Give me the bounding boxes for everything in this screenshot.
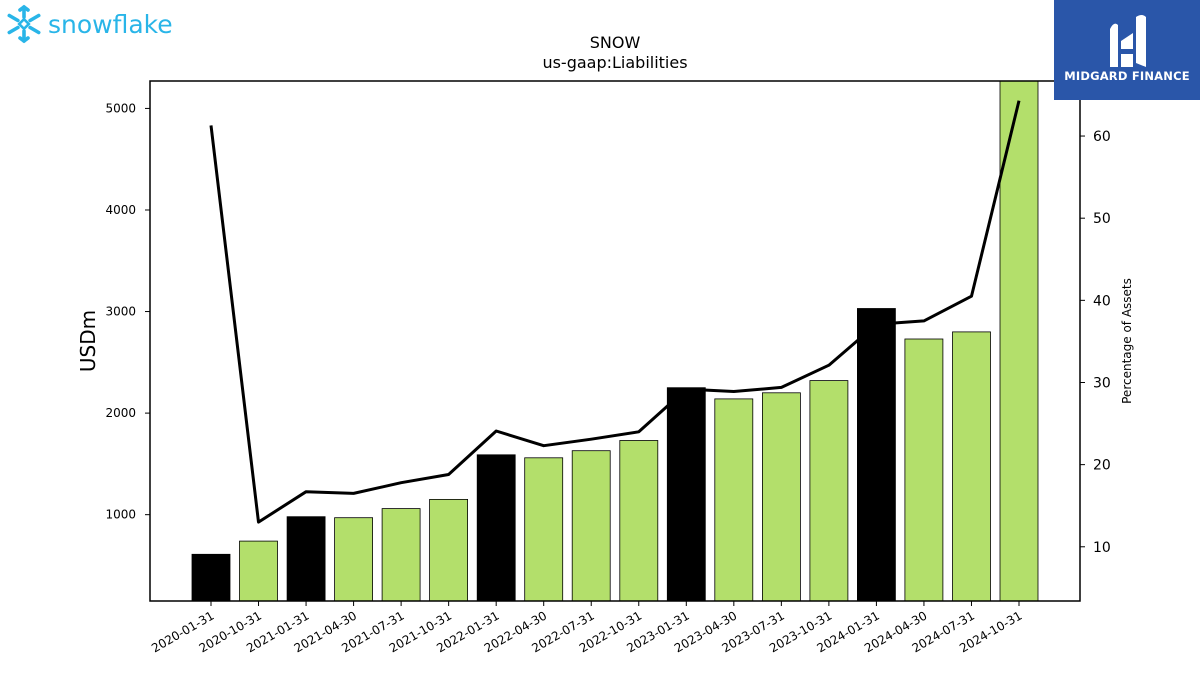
bar [714, 398, 754, 602]
midgard-brand-text: MIDGARD FINANCE [1064, 69, 1190, 83]
percentage-line [209, 100, 1021, 524]
y-axis-label: USDm [76, 310, 100, 372]
line-group [209, 100, 1021, 524]
bar [857, 308, 896, 602]
bar [429, 498, 469, 602]
bar [334, 517, 374, 602]
bar [809, 380, 849, 602]
y2-tick-label: 20 [1093, 458, 1111, 474]
y-tick-label: 5000 [105, 101, 136, 115]
snowflake-wordmark: snowflake [48, 9, 173, 39]
midgard-finance-logo: MIDGARD FINANCE [1054, 0, 1200, 100]
bar [191, 553, 231, 602]
bar [571, 450, 611, 602]
bar [476, 454, 516, 602]
bar [524, 457, 564, 602]
chart-subtitle: us-gaap:Liabilities [542, 53, 687, 72]
y-tick-label: 2000 [105, 406, 136, 420]
bar [904, 338, 944, 602]
x-axis: 2020-01-312020-10-312021-01-312021-04-30… [149, 601, 1025, 655]
bar [381, 508, 421, 602]
y2-tick-label: 30 [1093, 375, 1111, 391]
y2-tick-label: 10 [1093, 540, 1111, 556]
snowflake-icon [7, 4, 41, 44]
y-tick-label: 4000 [105, 203, 136, 217]
y-tick-label: 3000 [105, 305, 136, 319]
chart-title: SNOW [590, 33, 641, 52]
y-tick-label: 1000 [105, 508, 136, 522]
snowflake-logo: snowflake [4, 4, 173, 44]
bar [999, 80, 1039, 602]
bar [286, 516, 326, 602]
right-axis: 10 20 30 40 50 60 [1080, 129, 1111, 556]
bar [239, 540, 278, 602]
midgard-monogram-icon [1110, 15, 1146, 68]
bar [666, 387, 706, 602]
bar [762, 392, 801, 602]
y2-tick-label: 50 [1093, 211, 1111, 227]
plot-frame [149, 80, 1081, 602]
bar [952, 331, 991, 602]
y2-tick-label: 60 [1093, 129, 1111, 145]
y2-tick-label: 40 [1093, 293, 1111, 309]
left-axis: 1000 2000 3000 4000 5000 [105, 101, 150, 522]
bar [619, 440, 659, 602]
bars-group [191, 80, 1039, 602]
y2-axis-label: Percentage of Assets [1120, 278, 1134, 404]
